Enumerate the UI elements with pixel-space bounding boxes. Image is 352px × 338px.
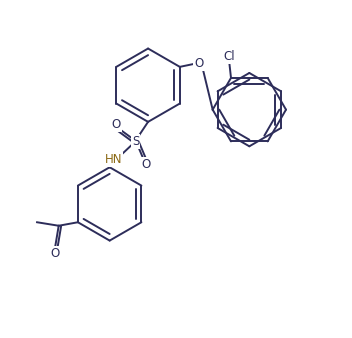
Text: Cl: Cl [224,50,235,64]
Text: O: O [51,247,60,260]
Text: O: O [142,158,151,171]
Text: HN: HN [105,153,122,166]
Text: S: S [132,135,139,148]
Text: O: O [111,118,121,131]
Text: O: O [194,57,204,70]
